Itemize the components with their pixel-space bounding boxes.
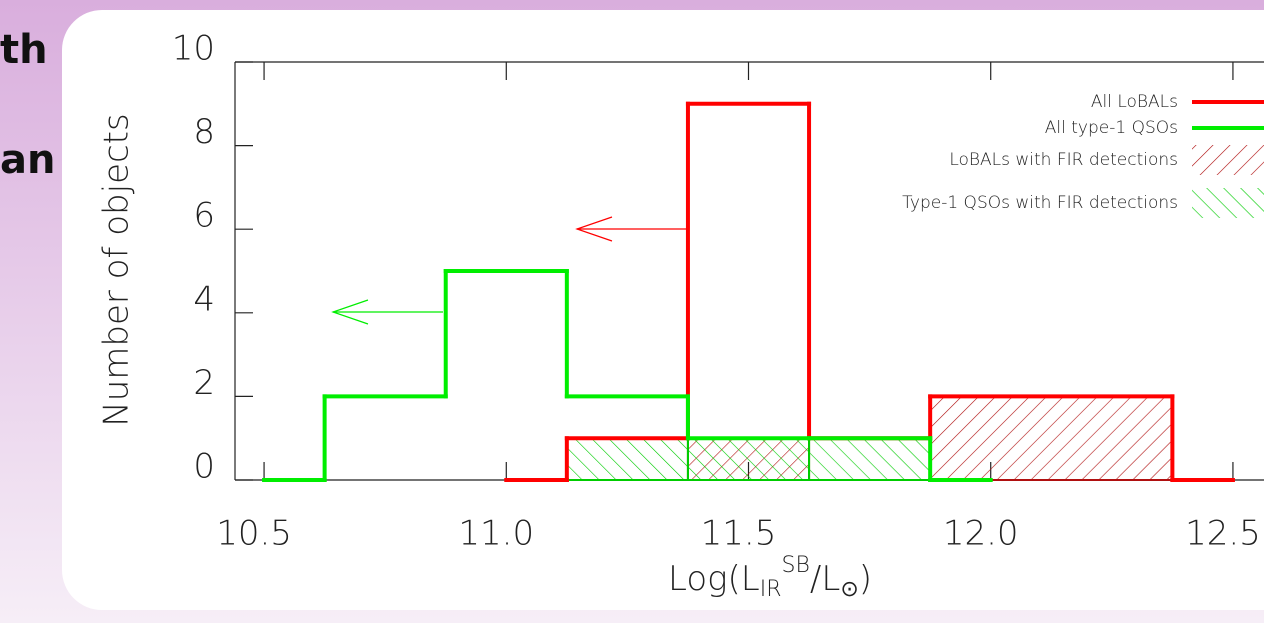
x-tick-label: 12.5	[1185, 514, 1261, 554]
hatched-bar	[929, 395, 1174, 481]
y-axis-title: Number of objects	[97, 113, 137, 426]
y-tick-label: 4	[193, 279, 215, 319]
legend-label: LoBALs with FIR detections	[949, 150, 1178, 170]
slide-text-fragment: an	[0, 137, 55, 183]
x-axis-title-part: IR	[760, 577, 782, 602]
y-tick-label: 0	[193, 447, 215, 487]
x-tick-label: 11.5	[701, 514, 777, 554]
y-tick-label: 2	[193, 363, 215, 403]
hatched-bar	[686, 437, 811, 482]
x-axis-title-part: Log(L	[668, 559, 760, 599]
x-axis-title-part: SB	[782, 553, 810, 578]
limit-arrow	[575, 216, 686, 242]
x-tick-label: 11.0	[458, 514, 534, 554]
x-axis-title-part: )	[859, 559, 872, 599]
y-tick-label: 8	[193, 112, 215, 152]
slide-text-fragment: th	[0, 27, 48, 73]
legend-label: All LoBALs	[1091, 92, 1178, 112]
x-axis-title-part: ⊙	[840, 577, 858, 602]
x-tick-label: 10.5	[216, 514, 292, 554]
y-tick-label: 6	[193, 196, 215, 236]
legend-swatch	[1192, 145, 1264, 175]
legend-label: All type-1 QSOs	[1045, 118, 1178, 138]
x-axis-title: Log(LIRSB/L⊙)	[668, 553, 872, 602]
legend-label: Type-1 QSOs with FIR detections	[902, 193, 1178, 213]
x-axis-title-part: /L	[810, 559, 840, 599]
x-tick-label: 12.0	[943, 514, 1019, 554]
y-tick-label: 10	[172, 29, 215, 69]
legend-swatch	[1192, 188, 1264, 218]
hatched-bar	[808, 437, 932, 482]
hatched-bar	[565, 437, 689, 482]
limit-arrow	[331, 299, 443, 325]
